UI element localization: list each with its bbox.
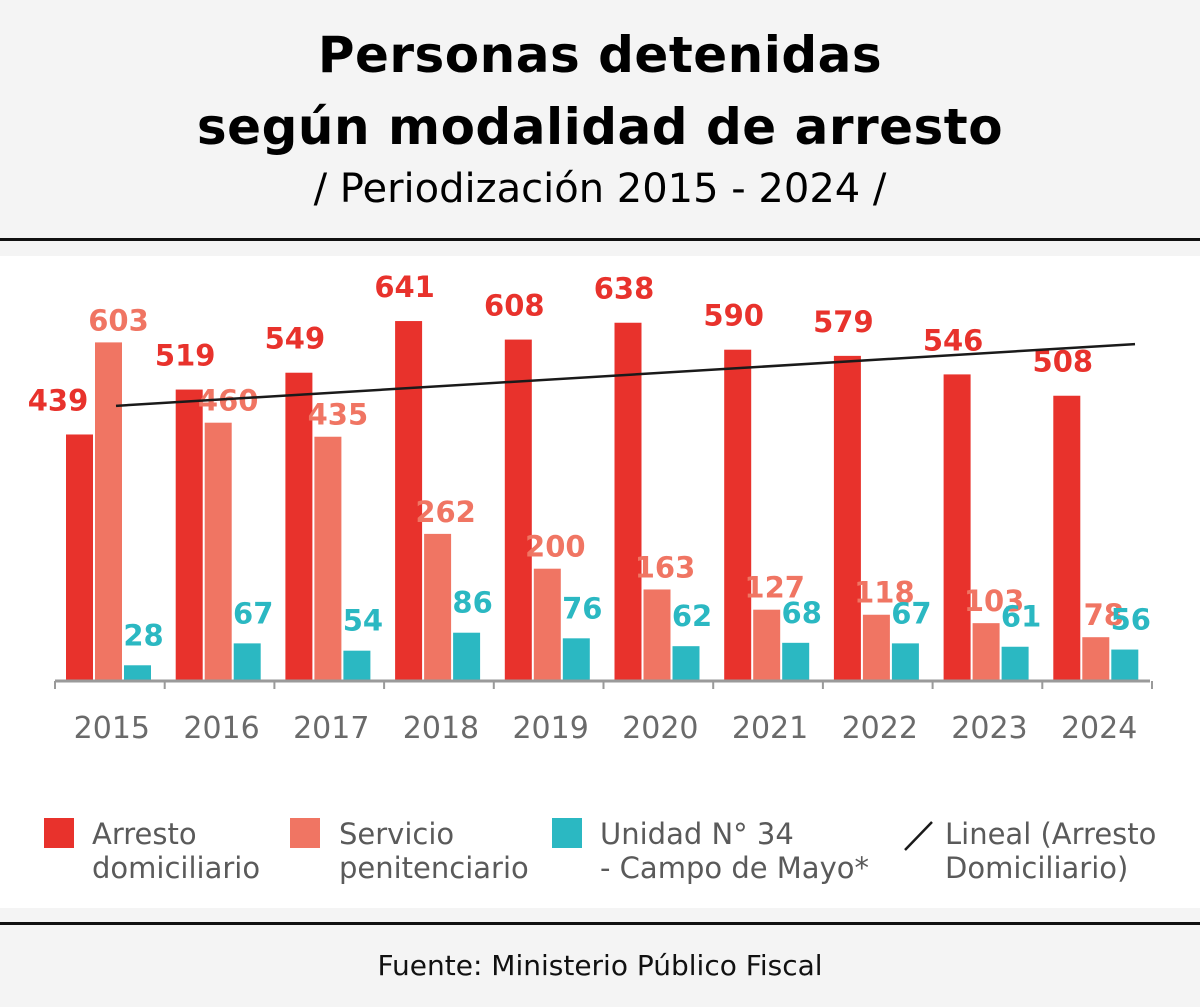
bar-1-2019 xyxy=(533,568,561,681)
value-label-2-2023: 61 xyxy=(1001,600,1041,634)
value-label-2-2017: 54 xyxy=(343,604,383,638)
bar-2-2017 xyxy=(343,650,371,681)
bar-2-2024 xyxy=(1111,649,1139,681)
x-tick-label-2015: 2015 xyxy=(74,711,150,746)
bar-0-2018 xyxy=(395,321,423,681)
legend-label-0-line1: Arresto xyxy=(92,817,197,851)
value-label-2-2018: 86 xyxy=(452,586,492,620)
chart-panel: 439 603 28 519 460 67 549 435 54 641 262 86 608 200 76… xyxy=(0,256,1200,908)
bar-1-2016 xyxy=(204,422,232,681)
value-label-2-2022: 67 xyxy=(891,596,931,630)
bar-0-2019 xyxy=(504,339,532,681)
bar-2-2022 xyxy=(891,643,919,681)
chart-title-line-2: según modalidad de arresto xyxy=(196,98,1004,156)
value-label-1-2019: 200 xyxy=(525,530,586,564)
value-label-0-2017: 549 xyxy=(265,322,326,356)
bottom-divider xyxy=(0,922,1200,925)
value-label-2-2021: 68 xyxy=(782,596,822,630)
legend-label-2-line1: Unidad N° 34 xyxy=(600,817,794,851)
bar-1-2015 xyxy=(95,342,122,681)
bar-2-2018 xyxy=(453,632,481,681)
bar-0-2015 xyxy=(66,434,93,681)
chart-footer: Fuente: Ministerio Público Fiscal xyxy=(0,925,1200,1007)
trendline xyxy=(115,342,1136,408)
bar-1-2022 xyxy=(862,614,890,681)
value-label-1-2021: 127 xyxy=(744,571,805,605)
bar-1-2023 xyxy=(972,623,1000,681)
x-tick-label-2016: 2016 xyxy=(183,711,259,746)
bar-2-2020 xyxy=(672,646,700,681)
value-label-0-2016: 519 xyxy=(155,339,216,373)
value-label-2-2020: 62 xyxy=(672,599,712,633)
value-label-2-2019: 76 xyxy=(562,591,602,625)
bar-0-2021 xyxy=(724,349,752,681)
legend-label-trendline-line2: Domiciliario) xyxy=(945,851,1128,885)
chart-subtitle: / Periodización 2015 - 2024 / xyxy=(313,166,887,212)
value-label-1-2022: 118 xyxy=(854,576,915,610)
value-label-0-2019: 608 xyxy=(484,289,545,323)
bar-2-2015 xyxy=(124,665,151,681)
value-label-0-2018: 641 xyxy=(374,270,435,304)
chart-header: Personas detenidas según modalidad de ar… xyxy=(0,0,1200,238)
value-label-1-2024: 78 xyxy=(1084,598,1124,632)
x-tick-label-2020: 2020 xyxy=(622,711,698,746)
x-tick-label-2022: 2022 xyxy=(842,711,918,746)
value-label-1-2017: 435 xyxy=(308,398,369,432)
value-label-2-2016: 67 xyxy=(233,596,273,630)
x-tick-label-2024: 2024 xyxy=(1061,711,1137,746)
bar-0-2024 xyxy=(1053,395,1081,681)
value-label-1-2018: 262 xyxy=(415,495,476,529)
source-note: Fuente: Ministerio Público Fiscal xyxy=(377,949,823,982)
chart-title-line-1: Personas detenidas xyxy=(317,26,883,84)
x-tick-label-2019: 2019 xyxy=(512,711,588,746)
bar-1-2018 xyxy=(424,533,452,681)
bar-2-2016 xyxy=(233,643,261,681)
bar-1-2020 xyxy=(643,589,671,681)
legend-label-2-line2: - Campo de Mayo* xyxy=(600,851,869,885)
bar-2-2019 xyxy=(562,638,590,681)
legend-label-1-line1: Servicio xyxy=(339,817,454,851)
bar-1-2021 xyxy=(753,609,781,681)
value-label-0-2022: 579 xyxy=(813,305,874,339)
x-tick-label-2018: 2018 xyxy=(403,711,479,746)
value-label-2-2015: 28 xyxy=(123,618,163,652)
x-tick-label-2023: 2023 xyxy=(951,711,1027,746)
value-label-1-2015: 603 xyxy=(88,303,149,337)
bar-1-2017 xyxy=(314,436,342,681)
bar-0-2022 xyxy=(833,355,861,681)
value-label-1-2020: 163 xyxy=(635,550,696,584)
legend-label-0-line2: domiciliario xyxy=(92,851,260,885)
legend-swatch-2 xyxy=(552,818,582,848)
value-label-0-2021: 590 xyxy=(703,299,764,333)
x-tick-label-2021: 2021 xyxy=(732,711,808,746)
bar-0-2020 xyxy=(614,322,642,681)
bar-1-2024 xyxy=(1082,637,1110,681)
value-label-2-2024: 56 xyxy=(1111,603,1151,637)
legend-swatch-0 xyxy=(44,818,74,848)
legend-swatch-1 xyxy=(290,818,320,848)
legend-label-1-line2: penitenciario xyxy=(339,851,529,885)
value-label-0-2015: 439 xyxy=(28,383,89,417)
bar-0-2023 xyxy=(943,374,971,681)
value-label-0-2023: 546 xyxy=(923,323,984,357)
legend-label-trendline-line1: Lineal (Arresto xyxy=(945,817,1156,851)
value-label-1-2023: 103 xyxy=(964,584,1025,618)
legend-swatch-trendline xyxy=(904,821,933,851)
bar-2-2021 xyxy=(782,642,810,681)
bar-chart: 4396032851946067549435546412628660820076… xyxy=(28,270,1157,885)
bar-0-2017 xyxy=(285,372,313,681)
bar-2-2023 xyxy=(1001,646,1029,681)
bar-0-2016 xyxy=(175,389,203,681)
top-divider xyxy=(0,238,1200,241)
value-label-0-2020: 638 xyxy=(594,272,655,306)
x-tick-label-2017: 2017 xyxy=(293,711,369,746)
